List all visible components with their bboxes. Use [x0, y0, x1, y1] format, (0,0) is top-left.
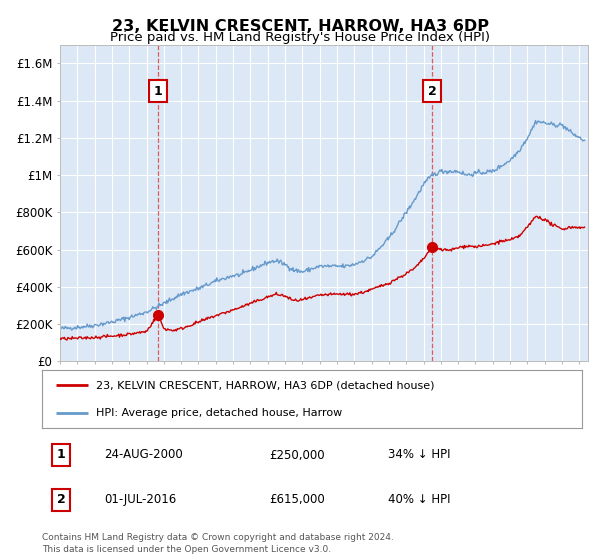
Text: Contains HM Land Registry data © Crown copyright and database right 2024.: Contains HM Land Registry data © Crown c…	[42, 533, 394, 542]
Text: HPI: Average price, detached house, Harrow: HPI: Average price, detached house, Harr…	[96, 408, 342, 418]
Text: 34% ↓ HPI: 34% ↓ HPI	[388, 449, 450, 461]
Text: 01-JUL-2016: 01-JUL-2016	[104, 493, 176, 506]
Text: 24-AUG-2000: 24-AUG-2000	[104, 449, 183, 461]
Text: 40% ↓ HPI: 40% ↓ HPI	[388, 493, 450, 506]
Text: 2: 2	[428, 85, 437, 98]
Text: This data is licensed under the Open Government Licence v3.0.: This data is licensed under the Open Gov…	[42, 545, 331, 554]
Text: Price paid vs. HM Land Registry's House Price Index (HPI): Price paid vs. HM Land Registry's House …	[110, 31, 490, 44]
Text: £615,000: £615,000	[269, 493, 325, 506]
Text: 2: 2	[56, 493, 65, 506]
Text: 23, KELVIN CRESCENT, HARROW, HA3 6DP (detached house): 23, KELVIN CRESCENT, HARROW, HA3 6DP (de…	[96, 380, 434, 390]
Text: 1: 1	[154, 85, 162, 98]
Text: £250,000: £250,000	[269, 449, 325, 461]
Text: 23, KELVIN CRESCENT, HARROW, HA3 6DP: 23, KELVIN CRESCENT, HARROW, HA3 6DP	[112, 19, 488, 34]
Text: 1: 1	[56, 449, 65, 461]
